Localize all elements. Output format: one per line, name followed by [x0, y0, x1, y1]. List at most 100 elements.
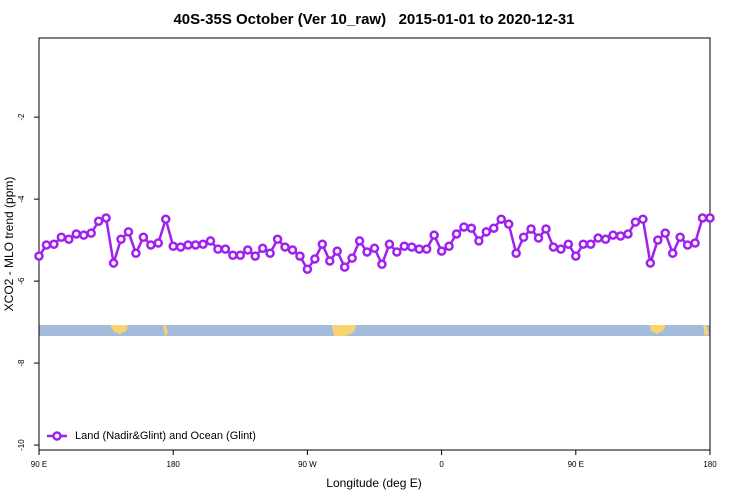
point: [429, 230, 439, 240]
point: [600, 234, 611, 245]
point: [71, 229, 82, 239]
point: [56, 232, 67, 242]
point: [377, 259, 387, 270]
point: [682, 240, 693, 250]
point: [369, 243, 380, 254]
y-tick-label: -10: [17, 439, 26, 451]
point: [541, 224, 551, 234]
point: [131, 248, 141, 258]
point: [660, 228, 671, 238]
point: [511, 248, 521, 258]
point: [526, 224, 536, 234]
point: [101, 213, 111, 223]
point: [190, 240, 201, 250]
point: [220, 244, 231, 254]
point: [64, 234, 74, 245]
point: [630, 217, 641, 227]
legend-label: Land (Nadir&Glint) and Ocean (Glint): [75, 430, 256, 442]
point: [250, 251, 260, 261]
point: [645, 258, 656, 268]
point: [518, 232, 529, 242]
point: [243, 245, 253, 255]
point: [653, 235, 663, 245]
point: [228, 250, 238, 261]
point: [697, 213, 708, 223]
point: [615, 231, 626, 241]
point: [123, 227, 134, 237]
x-tick-label: 90 E: [31, 460, 47, 469]
point: [451, 229, 462, 239]
point: [474, 236, 484, 246]
y-tick-label: -6: [17, 277, 26, 285]
point: [571, 251, 581, 261]
point: [339, 262, 350, 272]
y-tick-label: -8: [17, 359, 26, 367]
point: [295, 251, 305, 261]
point: [675, 232, 685, 242]
point: [690, 238, 700, 248]
plot-frame: [38, 37, 711, 451]
point: [49, 239, 59, 249]
point: [354, 236, 365, 246]
x-axis-label: Longitude (deg E): [326, 476, 421, 490]
point: [399, 241, 410, 252]
point: [362, 247, 372, 257]
point: [146, 240, 156, 250]
point: [407, 242, 417, 252]
point: [593, 233, 603, 243]
point: [138, 232, 149, 242]
point: [466, 223, 477, 233]
x-tick-label: 90 E: [568, 460, 584, 469]
point: [667, 248, 678, 258]
point: [623, 229, 633, 239]
x-tick-label: 180: [167, 460, 181, 469]
point: [489, 223, 499, 233]
point: [533, 233, 544, 243]
point: [198, 239, 208, 249]
point: [705, 213, 715, 223]
point: [34, 251, 44, 261]
legend-marker: [52, 431, 62, 441]
y-axis-label: XCO2 - MLO trend (ppm): [2, 177, 16, 312]
point: [205, 236, 216, 246]
x-tick-label: 180: [703, 460, 717, 469]
point: [384, 239, 395, 249]
x-tick-label: 90 W: [298, 460, 317, 469]
point: [608, 230, 618, 240]
point: [78, 230, 89, 240]
point: [436, 246, 447, 256]
point: [503, 219, 514, 229]
point: [287, 245, 298, 255]
point: [310, 254, 320, 264]
point: [108, 258, 119, 268]
point: [280, 242, 290, 252]
point: [332, 246, 342, 256]
point: [578, 239, 589, 249]
point: [272, 234, 283, 245]
point: [638, 214, 648, 224]
point: [317, 239, 328, 249]
point: [459, 222, 469, 232]
chart-title: 40S-35S October (Ver 10_raw) 2015-01-01 …: [173, 11, 574, 28]
point: [548, 242, 559, 252]
point: [265, 248, 275, 258]
y-tick-label: -2: [17, 113, 26, 121]
point: [235, 250, 246, 261]
point: [116, 234, 126, 245]
point: [585, 239, 596, 249]
point: [160, 214, 171, 224]
point: [392, 247, 402, 257]
point: [421, 244, 432, 254]
point: [41, 240, 52, 250]
point: [347, 253, 357, 263]
point: [481, 227, 492, 237]
point: [213, 244, 223, 254]
point: [183, 240, 193, 250]
x-tick-label: 0: [439, 460, 444, 469]
point: [496, 214, 506, 224]
point: [444, 241, 454, 252]
point: [86, 228, 96, 238]
point: [175, 242, 186, 252]
point: [563, 239, 574, 249]
